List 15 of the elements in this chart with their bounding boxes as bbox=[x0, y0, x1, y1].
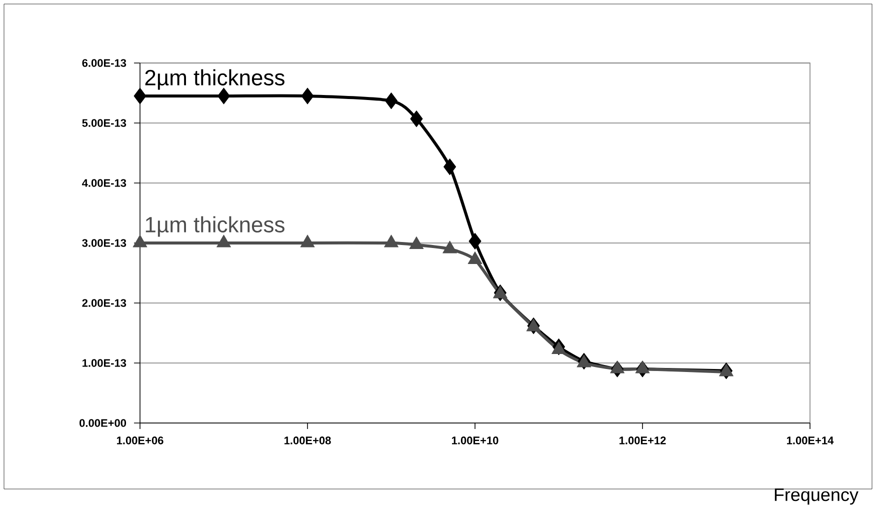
x-tick-label: 1.00E+10 bbox=[452, 436, 498, 444]
x-tick-label: 1.00E+06 bbox=[116, 436, 164, 444]
series-label: 1µm thickness bbox=[146, 216, 284, 237]
x-tick-label: 1.00E+12 bbox=[619, 436, 666, 444]
y-tick-label: 2.00E-13 bbox=[82, 299, 126, 307]
x-axis-title: Frequency bbox=[774, 488, 858, 505]
y-tick-label: 1.00E-13 bbox=[82, 359, 126, 367]
series-label: 2µm thickness bbox=[145, 69, 284, 90]
y-tick-label: 6.00E-13 bbox=[82, 59, 126, 67]
y-tick-label: 0.00E+00 bbox=[80, 419, 126, 427]
y-tick-label: 3.00E-13 bbox=[82, 239, 126, 247]
x-tick-label: 1.00E+14 bbox=[786, 436, 834, 444]
y-tick-label: 4.00E-13 bbox=[82, 179, 126, 187]
y-tick-label: 5.00E-13 bbox=[82, 119, 126, 127]
x-tick-label: 1.00E+08 bbox=[284, 436, 331, 444]
